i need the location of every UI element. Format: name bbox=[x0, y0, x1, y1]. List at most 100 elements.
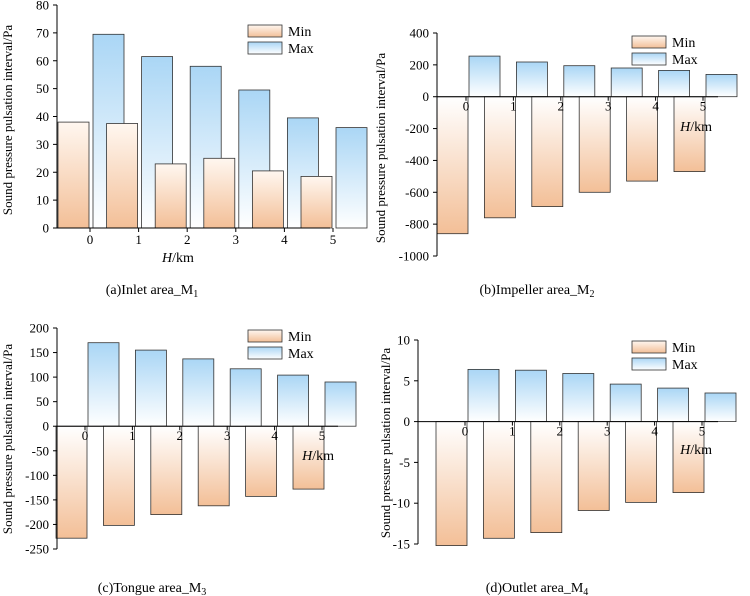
x-tick-label: 4 bbox=[652, 99, 659, 114]
bar-min-0 bbox=[435, 421, 468, 547]
bar-min-1 bbox=[482, 421, 515, 539]
bar-min-1 bbox=[106, 123, 138, 229]
x-tick-label: 2 bbox=[557, 424, 564, 439]
x-tick-label: 0 bbox=[462, 424, 469, 439]
bar-max-3 bbox=[609, 383, 642, 423]
x-tick-label: 0 bbox=[463, 99, 470, 114]
bar-max-4 bbox=[657, 387, 689, 423]
legend-label-min: Min bbox=[288, 330, 311, 345]
x-tick-label: 3 bbox=[605, 99, 612, 114]
legend-swatch-max bbox=[631, 357, 667, 371]
x-axis-label: H/km bbox=[161, 251, 194, 266]
legend: Min Max bbox=[631, 340, 698, 373]
y-tick-label: -250 bbox=[25, 542, 49, 557]
y-tick-label: 40 bbox=[36, 109, 49, 124]
bar-min-3 bbox=[203, 157, 236, 229]
bar-max-5 bbox=[705, 74, 738, 98]
x-tick-label: 5 bbox=[700, 99, 707, 114]
legend-label-max: Max bbox=[672, 358, 698, 373]
bar-max-0 bbox=[87, 342, 120, 427]
panel-caption: (c)Tongue area_M3 bbox=[98, 581, 207, 596]
y-axis-label: Sound pressure pulsation interval/Pa bbox=[378, 348, 393, 539]
y-tick-label: 200 bbox=[410, 57, 430, 72]
legend-label-max: Max bbox=[288, 347, 314, 362]
y-tick-label: 80 bbox=[36, 0, 49, 13]
x-tick-label: 2 bbox=[177, 428, 184, 443]
bar-max-1 bbox=[516, 61, 548, 98]
bar-min-2 bbox=[531, 96, 564, 207]
x-tick-label: 2 bbox=[558, 99, 565, 114]
x-tick-label: 2 bbox=[184, 232, 191, 247]
y-axis-label: Sound pressure pulsation interval/Pa bbox=[0, 25, 15, 216]
bar-max-4 bbox=[658, 70, 690, 98]
y-tick-label: 400 bbox=[410, 26, 430, 41]
bar-min-1 bbox=[483, 96, 516, 219]
y-tick-label: -200 bbox=[25, 517, 49, 532]
bar-max-2 bbox=[182, 358, 215, 427]
y-tick-label: 100 bbox=[30, 370, 50, 385]
y-tick-label: 0 bbox=[404, 414, 411, 429]
bar-max-5 bbox=[324, 381, 357, 427]
x-tick-label: 1 bbox=[510, 99, 517, 114]
bar-max-2 bbox=[562, 373, 595, 422]
x-tick-label: 0 bbox=[82, 428, 89, 443]
x-tick-label: 4 bbox=[651, 424, 658, 439]
x-tick-label: 4 bbox=[271, 428, 278, 443]
x-tick-label: 1 bbox=[509, 424, 516, 439]
bar-max-5 bbox=[704, 392, 737, 423]
x-axis-label: H/km bbox=[301, 449, 334, 464]
y-tick-label: 70 bbox=[36, 25, 49, 40]
bar-min-2 bbox=[154, 163, 187, 229]
y-tick-label: -1000 bbox=[399, 249, 429, 264]
bar-min-1 bbox=[103, 425, 135, 526]
legend-label-min: Min bbox=[288, 25, 311, 40]
bar-max-1 bbox=[515, 369, 547, 423]
bar-min-5 bbox=[300, 175, 333, 229]
bar-min-4 bbox=[625, 421, 657, 503]
legend-label-min: Min bbox=[672, 36, 695, 51]
bar-min-0 bbox=[436, 96, 469, 235]
bar-max-3 bbox=[610, 67, 643, 98]
bar-max-3 bbox=[229, 368, 262, 427]
x-tick-label: 5 bbox=[319, 428, 326, 443]
bar-max-2 bbox=[563, 65, 596, 98]
legend-swatch-min bbox=[631, 340, 667, 354]
y-tick-label: 200 bbox=[30, 321, 50, 336]
panel-caption: (b)Impeller area_M2 bbox=[480, 283, 595, 300]
y-tick-label: 10 bbox=[36, 193, 49, 208]
bar-max-0 bbox=[468, 55, 501, 98]
legend-label-min: Min bbox=[672, 341, 695, 356]
x-tick-label: 3 bbox=[604, 424, 611, 439]
x-tick-label: 4 bbox=[281, 232, 288, 247]
legend-swatch-max bbox=[247, 41, 283, 55]
legend-swatch-min bbox=[631, 35, 667, 49]
y-tick-label: 5 bbox=[404, 373, 411, 388]
x-axis-label: H/km bbox=[679, 443, 712, 458]
y-axis-label: Sound pressure pulsation interval/Pa bbox=[0, 344, 15, 535]
y-tick-label: 0 bbox=[423, 89, 430, 104]
legend-swatch-max bbox=[631, 52, 667, 66]
bar-min-4 bbox=[251, 170, 284, 229]
bar-min-4 bbox=[245, 425, 278, 497]
y-tick-label: 0 bbox=[43, 419, 50, 434]
bar-max-5 bbox=[335, 127, 368, 229]
bar-min-5 bbox=[673, 96, 706, 172]
y-tick-label: -150 bbox=[25, 492, 49, 507]
legend: Min Max bbox=[247, 329, 314, 362]
legend: Min Max bbox=[631, 35, 698, 68]
bar-min-5 bbox=[292, 425, 325, 490]
x-tick-label: 3 bbox=[233, 232, 240, 247]
y-tick-label: -200 bbox=[405, 121, 429, 136]
x-tick-label: 0 bbox=[87, 232, 94, 247]
bar-min-4 bbox=[626, 96, 658, 182]
chart-panel-b: -1000 -800 -600 -400 -200 0 200 400 0 1 2 3 4 5 H/km So… bbox=[373, 26, 738, 300]
x-tick-label: 1 bbox=[135, 232, 142, 247]
y-tick-label: 20 bbox=[36, 165, 49, 180]
bar-min-0 bbox=[55, 425, 88, 539]
y-tick-label: 150 bbox=[30, 345, 50, 360]
legend-swatch-min bbox=[247, 329, 283, 343]
legend-label-max: Max bbox=[672, 53, 698, 68]
legend-label-max: Max bbox=[288, 42, 314, 57]
y-tick-label: 30 bbox=[36, 137, 49, 152]
y-axis-label: Sound pressure pulsation interval/Pa bbox=[373, 53, 388, 244]
